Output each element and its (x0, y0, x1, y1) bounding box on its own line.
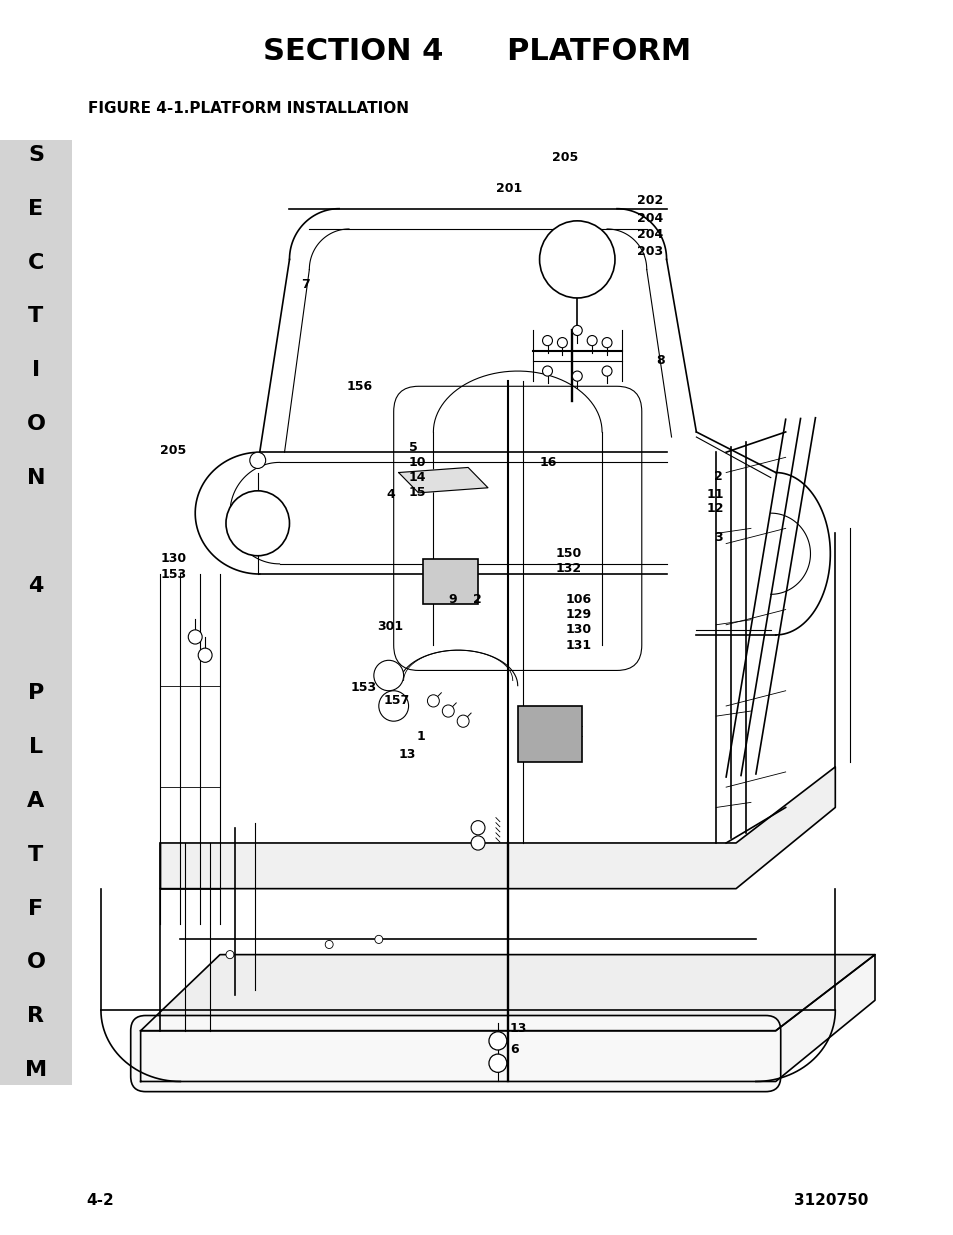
Text: M: M (25, 1060, 47, 1079)
Text: 2: 2 (714, 471, 722, 483)
Circle shape (188, 630, 202, 645)
Circle shape (489, 1055, 506, 1072)
Text: FIGURE 4-1.PLATFORM INSTALLATION: FIGURE 4-1.PLATFORM INSTALLATION (88, 101, 408, 116)
Text: 205: 205 (160, 443, 187, 457)
Text: SECTION 4      PLATFORM: SECTION 4 PLATFORM (263, 37, 690, 67)
Bar (517, 706, 581, 762)
Circle shape (601, 337, 612, 348)
Text: 153: 153 (160, 568, 187, 580)
Text: 204: 204 (637, 212, 662, 225)
Text: 6: 6 (509, 1042, 517, 1056)
Text: 12: 12 (705, 501, 723, 515)
Text: R: R (28, 1007, 45, 1026)
FancyBboxPatch shape (131, 1015, 780, 1092)
Text: E: E (29, 199, 44, 219)
Text: 131: 131 (565, 638, 591, 652)
Text: 132: 132 (555, 562, 581, 576)
Text: 4: 4 (386, 488, 395, 501)
Text: S: S (28, 144, 44, 165)
Text: 3: 3 (714, 531, 722, 543)
Text: 157: 157 (383, 694, 410, 708)
Circle shape (456, 715, 469, 727)
Text: 7: 7 (301, 278, 310, 291)
Text: N: N (27, 468, 45, 488)
Text: 14: 14 (408, 471, 426, 484)
Circle shape (542, 336, 552, 346)
Circle shape (587, 336, 597, 346)
Circle shape (442, 705, 454, 718)
Text: 4-2: 4-2 (86, 1193, 113, 1208)
Text: A: A (28, 790, 45, 811)
Text: 8: 8 (656, 354, 664, 367)
Text: 3120750: 3120750 (793, 1193, 867, 1208)
Text: 13: 13 (398, 748, 416, 761)
Text: 130: 130 (565, 624, 591, 636)
Bar (0, 140, 71, 1086)
Text: T: T (29, 845, 44, 864)
Circle shape (471, 836, 484, 850)
Text: 13: 13 (509, 1023, 527, 1035)
Text: 9: 9 (448, 593, 456, 606)
Text: 10: 10 (408, 456, 426, 469)
Circle shape (601, 366, 612, 377)
Text: 1: 1 (416, 730, 425, 743)
Text: 15: 15 (408, 487, 426, 499)
Text: C: C (28, 253, 44, 273)
Polygon shape (160, 767, 835, 889)
Circle shape (471, 820, 484, 835)
Circle shape (375, 935, 382, 944)
Circle shape (539, 221, 615, 298)
Circle shape (250, 452, 265, 468)
Circle shape (378, 690, 408, 721)
Text: 2: 2 (473, 593, 481, 606)
Circle shape (198, 648, 212, 662)
Circle shape (542, 366, 552, 377)
Text: P: P (28, 683, 44, 703)
Polygon shape (140, 955, 874, 1031)
Text: O: O (27, 952, 46, 972)
Circle shape (374, 661, 403, 690)
Circle shape (489, 1031, 506, 1050)
Text: 153: 153 (351, 682, 376, 694)
Circle shape (427, 695, 439, 706)
Text: 4: 4 (29, 576, 44, 595)
Bar (423, 558, 477, 604)
Text: T: T (29, 306, 44, 326)
Text: I: I (31, 361, 40, 380)
Text: F: F (29, 899, 44, 919)
Text: 129: 129 (565, 608, 591, 621)
Text: 201: 201 (496, 182, 522, 195)
Circle shape (572, 370, 581, 382)
Circle shape (325, 940, 333, 948)
Polygon shape (140, 955, 874, 1082)
Text: 11: 11 (705, 488, 723, 501)
Circle shape (572, 325, 581, 336)
Text: 130: 130 (160, 552, 187, 566)
Text: 5: 5 (408, 441, 416, 453)
Text: L: L (29, 737, 43, 757)
Text: 301: 301 (376, 620, 402, 634)
Circle shape (557, 337, 567, 348)
Text: 204: 204 (637, 227, 662, 241)
Text: 202: 202 (637, 194, 662, 207)
Text: O: O (27, 414, 46, 435)
Text: 203: 203 (637, 245, 662, 258)
Polygon shape (398, 468, 487, 493)
Text: 156: 156 (347, 380, 373, 393)
Circle shape (226, 490, 289, 556)
Circle shape (226, 951, 233, 958)
Text: 205: 205 (552, 152, 578, 164)
Text: 106: 106 (565, 593, 591, 606)
Text: 16: 16 (539, 456, 557, 469)
Text: 150: 150 (555, 547, 581, 561)
